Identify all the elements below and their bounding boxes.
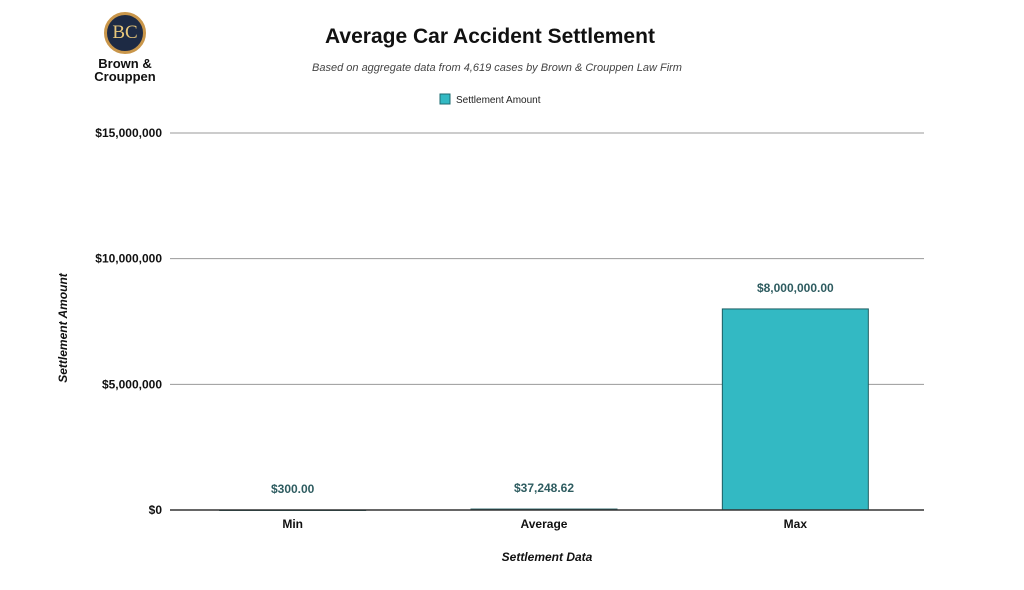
- x-tick-label: Min: [282, 517, 303, 531]
- data-label: $37,248.62: [514, 481, 574, 495]
- y-tick-label: $5,000,000: [102, 377, 162, 391]
- logo-name: Brown & Crouppen: [88, 57, 162, 83]
- x-tick-label: Average: [521, 517, 568, 531]
- data-label: $300.00: [271, 482, 315, 496]
- brand-logo: BC Brown & Crouppen: [88, 12, 162, 83]
- y-tick-label: $10,000,000: [95, 252, 162, 266]
- legend-swatch: [439, 93, 451, 105]
- y-tick-label: $15,000,000: [95, 126, 162, 140]
- chart-title: Average Car Accident Settlement: [325, 25, 655, 48]
- chart-subtitle: Based on aggregate data from 4,619 cases…: [312, 62, 682, 74]
- x-tick-label: Max: [784, 517, 808, 531]
- x-axis-label: Settlement Data: [502, 550, 593, 564]
- legend-label: Settlement Amount: [456, 95, 541, 106]
- data-label: $8,000,000.00: [757, 281, 834, 295]
- y-tick-label: $0: [149, 503, 163, 517]
- logo-seal: BC: [104, 12, 146, 54]
- logo-name-line1: Brown &: [98, 56, 152, 71]
- logo-name-line2: Crouppen: [94, 69, 156, 84]
- bar-max: [721, 308, 869, 511]
- logo-monogram: BC: [112, 22, 138, 43]
- y-axis-label: Settlement Amount: [56, 272, 70, 383]
